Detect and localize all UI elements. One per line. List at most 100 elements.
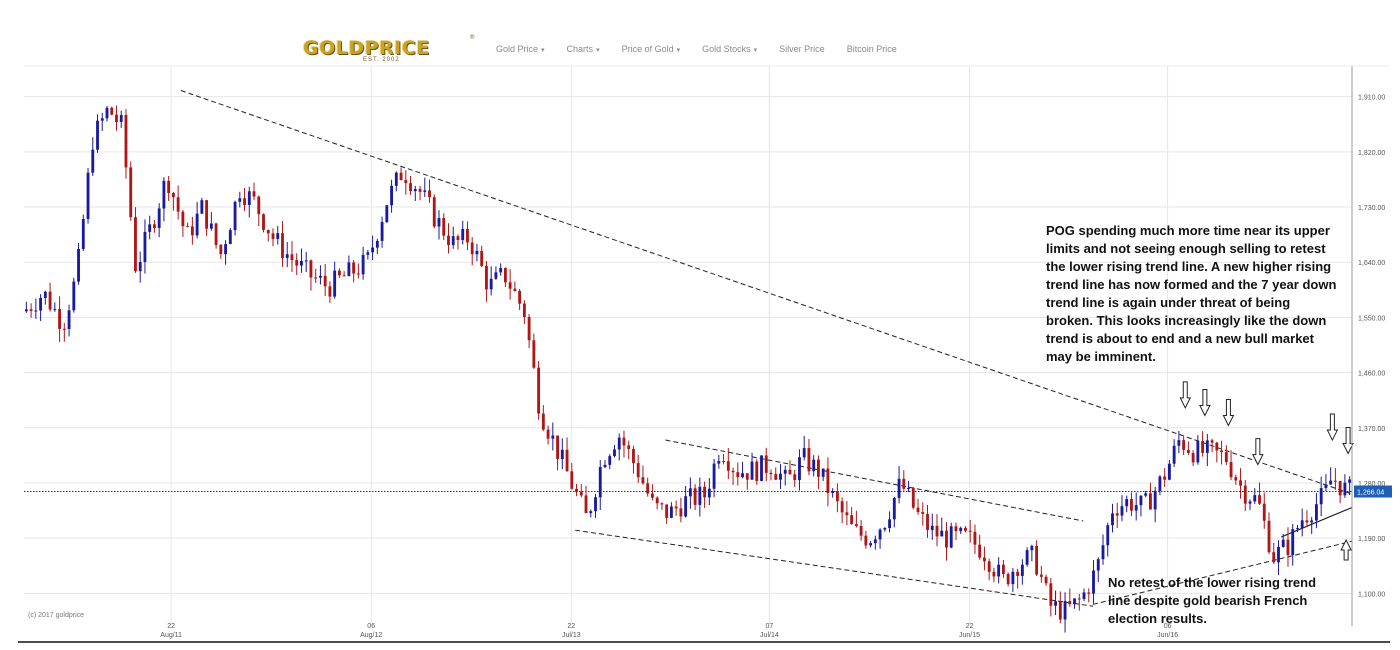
candle-body bbox=[973, 531, 977, 545]
candle-body bbox=[447, 235, 450, 246]
y-tick-label: 1,280.00 bbox=[1358, 481, 1385, 488]
candle-body bbox=[646, 483, 650, 494]
candle-body bbox=[798, 457, 801, 481]
candle-body bbox=[518, 290, 522, 304]
candle-body bbox=[129, 167, 133, 218]
nav-price-of-gold[interactable]: Price of Gold ▾ bbox=[621, 44, 681, 54]
candle-body bbox=[1011, 571, 1015, 585]
candle-body bbox=[575, 488, 578, 493]
candle-body bbox=[1039, 574, 1043, 577]
candle-body bbox=[1338, 480, 1342, 496]
candle-body bbox=[745, 473, 749, 480]
logo-established: EST. 2002 bbox=[363, 57, 400, 63]
candle-body bbox=[1210, 440, 1214, 443]
candle-body bbox=[219, 244, 223, 255]
nav-bitcoin-price[interactable]: Bitcoin Price bbox=[846, 44, 897, 54]
candle-body bbox=[651, 493, 654, 498]
candle-body bbox=[636, 463, 640, 478]
candle-body bbox=[527, 316, 531, 341]
nav-gold-price[interactable]: Gold Price ▾ bbox=[496, 44, 545, 54]
candle-body bbox=[309, 260, 313, 278]
candle-body bbox=[935, 525, 939, 537]
down-arrow-icon bbox=[1326, 413, 1339, 442]
candle-body bbox=[579, 492, 583, 496]
y-tick-label: 1,370.00 bbox=[1358, 426, 1385, 433]
candle-body bbox=[983, 557, 986, 562]
candle-body bbox=[1101, 545, 1105, 560]
candle-body bbox=[423, 190, 427, 192]
candle-body bbox=[1158, 476, 1162, 491]
candle-body bbox=[475, 250, 479, 255]
x-tick-day: 07 bbox=[766, 623, 774, 630]
candle-body bbox=[53, 308, 57, 310]
candle-body bbox=[281, 233, 284, 258]
candle-body bbox=[541, 413, 545, 430]
candle-body bbox=[1106, 525, 1110, 546]
candle-body bbox=[826, 468, 830, 494]
candle-body bbox=[674, 506, 678, 509]
candle-body bbox=[1239, 480, 1242, 486]
candle-body bbox=[228, 230, 232, 245]
down-arrow-icon bbox=[1199, 389, 1211, 417]
candle-body bbox=[1073, 598, 1076, 605]
candle-body bbox=[328, 286, 332, 297]
candle-body bbox=[1277, 546, 1280, 563]
nav-gold-stocks[interactable]: Gold Stocks ▾ bbox=[702, 44, 758, 54]
candle-body bbox=[224, 244, 227, 255]
trend-line-2 bbox=[575, 529, 1094, 607]
nav-silver-price[interactable]: Silver Price bbox=[779, 44, 825, 54]
candle-body bbox=[522, 303, 526, 317]
candle-body bbox=[703, 486, 707, 498]
candle-body bbox=[1229, 462, 1233, 478]
candle-body bbox=[214, 223, 218, 245]
goldprice-logo[interactable]: GOLDPRICE ® EST. 2002 bbox=[303, 35, 474, 63]
candle-body bbox=[200, 200, 204, 214]
candle-body bbox=[859, 525, 863, 536]
candle-body bbox=[371, 247, 375, 253]
candle-body bbox=[233, 201, 237, 231]
candle-body bbox=[655, 497, 659, 504]
candle-body bbox=[570, 471, 574, 489]
x-tick-month: Jul/14 bbox=[760, 632, 779, 639]
x-tick-day: 06 bbox=[367, 623, 375, 630]
candle-body bbox=[461, 228, 465, 241]
candle-body bbox=[717, 461, 721, 464]
candle-body bbox=[788, 469, 792, 475]
candle-body bbox=[1035, 545, 1039, 575]
candle-body bbox=[992, 571, 996, 577]
candle-body bbox=[1087, 592, 1091, 594]
chevron-down-icon: ▾ bbox=[753, 47, 758, 54]
candle-body bbox=[712, 463, 716, 489]
candle-body bbox=[356, 273, 360, 275]
candle-body bbox=[726, 461, 730, 471]
candle-body bbox=[1300, 520, 1304, 529]
candle-body bbox=[978, 544, 982, 558]
candle-body bbox=[1068, 600, 1072, 605]
candle-body bbox=[987, 561, 991, 572]
candle-body bbox=[793, 474, 797, 481]
candle-body bbox=[584, 495, 588, 514]
candle-body bbox=[176, 197, 180, 212]
candle-body bbox=[627, 445, 631, 450]
candle-body bbox=[143, 231, 147, 262]
candle-body bbox=[81, 218, 85, 249]
candle-body bbox=[290, 254, 294, 261]
candle-body bbox=[1296, 528, 1299, 530]
candle-body bbox=[437, 218, 441, 227]
candle-body bbox=[1348, 479, 1352, 483]
candle-body bbox=[594, 497, 597, 512]
candle-body bbox=[394, 172, 398, 186]
nav-charts[interactable]: Charts ▾ bbox=[566, 44, 600, 54]
x-tick-month: Jul/13 bbox=[562, 632, 581, 639]
candle-body bbox=[1253, 495, 1257, 502]
candle-body bbox=[314, 277, 318, 279]
candle-body bbox=[91, 149, 95, 173]
candle-body bbox=[243, 198, 246, 205]
candle-body bbox=[442, 218, 446, 236]
chevron-down-icon: ▾ bbox=[676, 47, 681, 54]
candle-body bbox=[428, 190, 431, 198]
candle-body bbox=[888, 519, 891, 529]
current-price-tag bbox=[1354, 485, 1392, 498]
candle-body bbox=[1163, 476, 1167, 480]
candle-body bbox=[1324, 484, 1328, 489]
